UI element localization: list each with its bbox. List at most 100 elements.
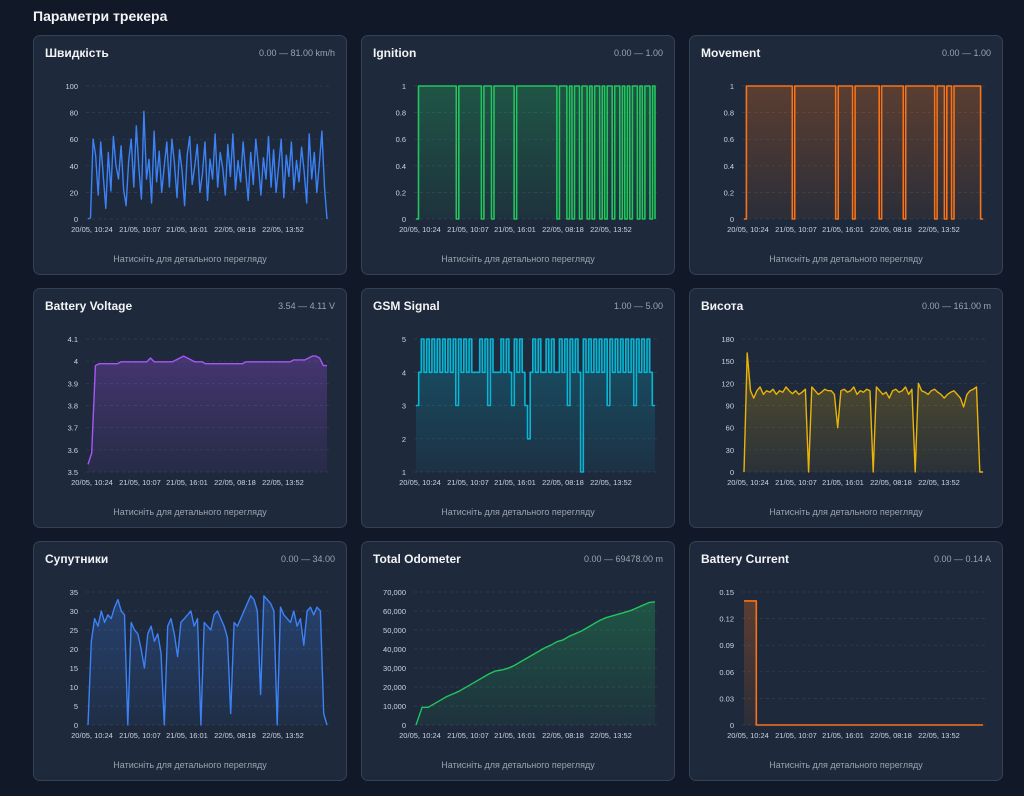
y-tick-label: 60: [726, 424, 734, 433]
card-footer-hint: Натисніть для детального перегляду: [441, 507, 595, 517]
chart-plot: 0 20 40 60 80 100 20/05, 10:24 21/05, 10:07 21/0…: [65, 82, 329, 234]
chart-card-total_odometer[interactable]: Total Odometer 0.00 — 69478.00 m 0 10,000 20…: [361, 541, 675, 781]
y-tick-label: 90: [726, 402, 734, 411]
chart-plot: 0 30 60 90 120 150 180 20/05, 10:24 21/05, 10:07…: [721, 335, 985, 487]
x-tick-label: 22/05, 08:18: [214, 478, 256, 487]
x-tick-label: 22/05, 08:18: [870, 225, 912, 234]
y-tick-label: 120: [721, 379, 734, 388]
card-footer-hint: Натисніть для детального перегляду: [113, 760, 267, 770]
series-area: [88, 356, 327, 472]
chart-plot: 0 0.03 0.06 0.09 0.12 0.15 20/05, 10:24 21/05, …: [719, 588, 985, 740]
chart-plot: 0 0.2 0.4 0.6 0.8 1 20/05, 10:24 21/05, 10:07 21…: [724, 82, 985, 234]
y-tick-label: 30,000: [383, 664, 406, 673]
y-tick-label: 4: [402, 368, 406, 377]
y-tick-label: 4: [74, 357, 78, 366]
x-tick-label: 21/05, 10:07: [119, 225, 161, 234]
y-tick-label: 80: [70, 109, 78, 118]
y-tick-label: 0.6: [724, 135, 734, 144]
y-tick-label: 5: [74, 702, 78, 711]
y-tick-label: 50,000: [383, 626, 406, 635]
x-tick-label: 22/05, 08:18: [870, 731, 912, 740]
x-tick-label: 22/05, 13:52: [918, 731, 960, 740]
chart-card-speed[interactable]: Швидкість 0.00 — 81.00 km/h 0 20 40 60 80 100 20…: [33, 35, 347, 275]
y-tick-label: 0.6: [396, 135, 406, 144]
card-footer-hint: Натисніть для детального перегляду: [769, 254, 923, 264]
x-tick-label: 21/05, 10:07: [447, 225, 489, 234]
y-tick-label: 0.2: [396, 188, 406, 197]
series-line: [416, 338, 655, 473]
y-tick-label: 0.03: [719, 694, 734, 703]
series-line: [87, 355, 327, 465]
y-tick-label: 0: [730, 468, 734, 477]
chart-range-label: 0.00 — 34.00: [280, 554, 335, 564]
x-tick-label: 21/05, 10:07: [447, 731, 489, 740]
y-tick-label: 4.1: [68, 335, 78, 344]
card-footer-hint: Натисніть для детального перегляду: [113, 507, 267, 517]
x-tick-label: 21/05, 16:01: [494, 478, 536, 487]
series-area: [744, 86, 983, 219]
x-tick-label: 21/05, 10:07: [447, 478, 489, 487]
x-tick-label: 20/05, 10:24: [727, 225, 769, 234]
y-tick-label: 0.06: [719, 668, 734, 677]
chart-card-satellites[interactable]: Супутники 0.00 — 34.00 0 5 10 15 20 25 30 35 20/05…: [33, 541, 347, 781]
y-tick-label: 1: [402, 82, 406, 91]
chart-range-label: 0.00 — 1.00: [613, 48, 663, 58]
chart-plot: 0 5 10 15 20 25 30 35 20/05, 10:24 21/05, 10:07 21…: [70, 588, 329, 740]
y-tick-label: 20: [70, 645, 78, 654]
chart-title: GSM Signal: [373, 299, 440, 313]
y-tick-label: 3.9: [68, 379, 78, 388]
y-tick-label: 0: [730, 721, 734, 730]
y-tick-label: 1: [730, 82, 734, 91]
chart-plot: 0 10,000 20,000 30,000 40,000 50,000 60,000 70,…: [383, 588, 657, 740]
x-tick-label: 20/05, 10:24: [71, 731, 113, 740]
x-tick-label: 22/05, 08:18: [542, 478, 584, 487]
y-tick-label: 1: [402, 468, 406, 477]
x-tick-label: 22/05, 13:52: [590, 478, 632, 487]
x-tick-label: 21/05, 16:01: [822, 225, 864, 234]
x-tick-label: 21/05, 16:01: [494, 225, 536, 234]
chart-card-altitude[interactable]: Висота 0.00 — 161.00 m 0 30 60 90 120 150 180 20/…: [689, 288, 1003, 528]
y-tick-label: 60: [70, 135, 78, 144]
y-tick-label: 25: [70, 626, 78, 635]
x-tick-label: 22/05, 13:52: [590, 731, 632, 740]
chart-card-movement[interactable]: Movement 0.00 — 1.00 0 0.2 0.4 0.6 0.8 1 20/05, …: [689, 35, 1003, 275]
y-tick-label: 0: [402, 721, 406, 730]
chart-plot: 1 2 3 4 5 20/05, 10:24 21/05, 10:07 21/05, 16:0…: [399, 335, 657, 487]
chart-title: Супутники: [45, 552, 109, 566]
x-tick-label: 22/05, 08:18: [214, 731, 256, 740]
x-tick-label: 20/05, 10:24: [399, 225, 441, 234]
x-tick-label: 21/05, 16:01: [166, 478, 208, 487]
chart-card-battery_voltage[interactable]: Battery Voltage 3.54 — 4.11 V 3.5 3.6 3.7 3.8…: [33, 288, 347, 528]
chart-title: Висота: [701, 299, 744, 313]
series-area: [744, 353, 983, 472]
y-tick-label: 0.2: [724, 188, 734, 197]
x-tick-label: 21/05, 10:07: [775, 478, 817, 487]
y-tick-label: 0: [402, 215, 406, 224]
x-tick-label: 20/05, 10:24: [727, 478, 769, 487]
series-line: [87, 110, 328, 220]
chart-card-battery_current[interactable]: Battery Current 0.00 — 0.14 A 0 0.03 0.06 0.0…: [689, 541, 1003, 781]
chart-card-ignition[interactable]: Ignition 0.00 — 1.00 0 0.2 0.4 0.6 0.8 1 20/05, …: [361, 35, 675, 275]
y-tick-label: 0.8: [396, 109, 406, 118]
chart-title: Battery Current: [701, 552, 790, 566]
y-tick-label: 30: [70, 607, 78, 616]
chart-range-label: 1.00 — 5.00: [613, 301, 663, 311]
x-tick-label: 22/05, 08:18: [542, 225, 584, 234]
y-tick-label: 40: [70, 162, 78, 171]
y-tick-label: 0: [74, 215, 78, 224]
x-tick-label: 21/05, 16:01: [822, 731, 864, 740]
chart-card-gsm_signal[interactable]: GSM Signal 1.00 — 5.00 1 2 3 4 5 20/05, 10:24 21…: [361, 288, 675, 528]
card-footer-hint: Натисніть для детального перегляду: [769, 507, 923, 517]
x-tick-label: 21/05, 10:07: [775, 731, 817, 740]
chart-plot: 0 0.2 0.4 0.6 0.8 1 20/05, 10:24 21/05, 10:07 21…: [396, 82, 657, 234]
x-tick-label: 21/05, 16:01: [166, 731, 208, 740]
series-area: [416, 339, 655, 472]
y-tick-label: 100: [65, 82, 78, 91]
card-footer-hint: Натисніть для детального перегляду: [441, 760, 595, 770]
y-tick-label: 3.5: [68, 468, 78, 477]
y-tick-label: 150: [721, 357, 734, 366]
y-tick-label: 0.12: [719, 615, 734, 624]
x-tick-label: 20/05, 10:24: [71, 225, 113, 234]
chart-title: Movement: [701, 46, 761, 60]
y-tick-label: 0.15: [719, 588, 734, 597]
